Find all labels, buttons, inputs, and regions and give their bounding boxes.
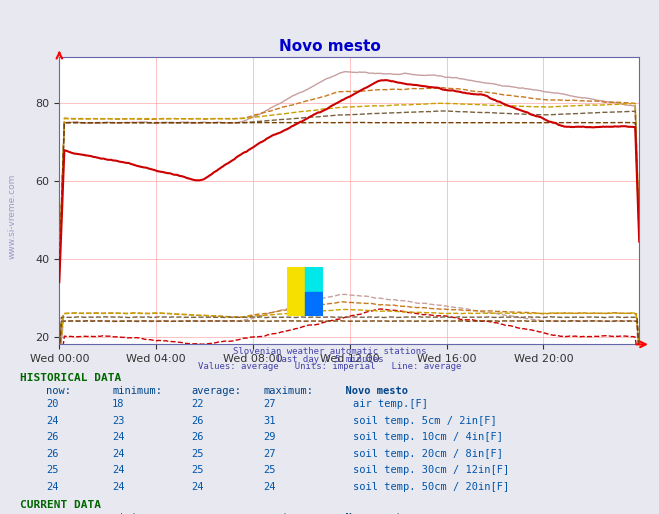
Text: 24: 24 [264, 482, 276, 491]
Text: 22: 22 [191, 399, 204, 409]
Text: 25: 25 [191, 465, 204, 475]
Text: minimum:: minimum: [112, 513, 162, 514]
Text: 26: 26 [46, 432, 59, 442]
Text: average:: average: [191, 386, 241, 396]
Text: 18: 18 [112, 399, 125, 409]
Text: 24: 24 [112, 482, 125, 491]
Text: maximum:: maximum: [264, 513, 314, 514]
Text: 29: 29 [264, 432, 276, 442]
Bar [287, 267, 304, 316]
Text: 24: 24 [112, 465, 125, 475]
Text: HISTORICAL DATA: HISTORICAL DATA [20, 373, 121, 382]
Bar [304, 267, 323, 292]
Text: 23: 23 [112, 416, 125, 426]
Text: Slovenian weather automatic stations: Slovenian weather automatic stations [233, 347, 426, 356]
Text: 24: 24 [112, 432, 125, 442]
Text: 25: 25 [46, 465, 59, 475]
Text: 27: 27 [264, 399, 276, 409]
Text: 25: 25 [191, 449, 204, 458]
Text: Values: average   Units: imperial   Line: average: Values: average Units: imperial Line: av… [198, 362, 461, 372]
Text: soil temp. 10cm / 4in[F]: soil temp. 10cm / 4in[F] [353, 432, 503, 442]
Text: last day / 5 minutes: last day / 5 minutes [275, 355, 384, 364]
Text: minimum:: minimum: [112, 386, 162, 396]
Text: Novo mesto: Novo mesto [333, 386, 408, 396]
Text: 24: 24 [46, 482, 59, 491]
Text: soil temp. 30cm / 12in[F]: soil temp. 30cm / 12in[F] [353, 465, 509, 475]
Text: 24: 24 [46, 416, 59, 426]
Text: Novo mesto: Novo mesto [333, 513, 408, 514]
Text: 25: 25 [264, 465, 276, 475]
Text: average:: average: [191, 513, 241, 514]
Text: 27: 27 [264, 449, 276, 458]
Text: now:: now: [46, 513, 71, 514]
Text: soil temp. 20cm / 8in[F]: soil temp. 20cm / 8in[F] [353, 449, 503, 458]
Bar [304, 292, 323, 316]
Text: soil temp. 50cm / 20in[F]: soil temp. 50cm / 20in[F] [353, 482, 509, 491]
Text: 26: 26 [46, 449, 59, 458]
Text: 24: 24 [112, 449, 125, 458]
Text: CURRENT DATA: CURRENT DATA [20, 500, 101, 510]
Text: 26: 26 [191, 432, 204, 442]
Text: Novo mesto: Novo mesto [279, 39, 380, 53]
Text: soil temp. 5cm / 2in[F]: soil temp. 5cm / 2in[F] [353, 416, 496, 426]
Text: air temp.[F]: air temp.[F] [353, 399, 428, 409]
Text: www.si-vreme.com: www.si-vreme.com [7, 173, 16, 259]
Text: now:: now: [46, 386, 71, 396]
Text: maximum:: maximum: [264, 386, 314, 396]
Text: 26: 26 [191, 416, 204, 426]
Text: 20: 20 [46, 399, 59, 409]
Text: 24: 24 [191, 482, 204, 491]
Text: 31: 31 [264, 416, 276, 426]
